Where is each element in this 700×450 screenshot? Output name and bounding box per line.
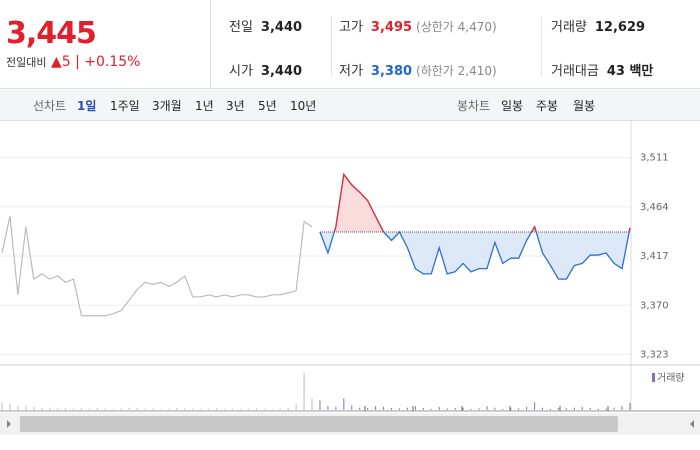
stat: 전일 3,440 bbox=[229, 16, 302, 35]
stat: 고가 3,495 (상한가 4,470) bbox=[339, 16, 497, 35]
separator bbox=[331, 16, 333, 76]
stat-label: 거래대금 bbox=[551, 64, 599, 79]
stat: 거래량 12,629 bbox=[551, 16, 645, 35]
legend-label: 거래량 bbox=[657, 372, 685, 384]
stat-value: 3,380 bbox=[370, 64, 413, 79]
stat: 거래대금 43 백만 bbox=[551, 60, 653, 79]
stat-label: 저가 bbox=[339, 64, 363, 79]
scroll-left[interactable] bbox=[7, 420, 11, 428]
stat-value: 3,495 bbox=[370, 20, 413, 35]
change-label: 전일대비 bbox=[6, 56, 47, 69]
change: 전일대비 ▲5 | +0.15% bbox=[6, 54, 141, 70]
y-tick-label: 3,417 bbox=[640, 251, 669, 262]
y-tick-label: 3,511 bbox=[640, 153, 669, 164]
tab[interactable]: 1일 bbox=[77, 99, 97, 113]
tab[interactable]: 3개월 bbox=[152, 99, 182, 113]
legend-swatch bbox=[652, 373, 655, 382]
header: 3,445 전일대비 ▲5 | +0.15% 전일 3,440 고가 3,495 (상한… bbox=[0, 0, 700, 89]
stat-value: 12,629 bbox=[594, 20, 646, 35]
line-up bbox=[319, 172, 631, 233]
chart-bg bbox=[0, 121, 700, 450]
price: 3,445 bbox=[6, 16, 97, 51]
tab[interactable]: 5년 bbox=[258, 99, 277, 113]
stat-note: (상한가 4,470) bbox=[416, 20, 497, 34]
tab[interactable]: 3년 bbox=[226, 99, 245, 113]
stat-note: (하한가 2,410) bbox=[416, 64, 497, 78]
scrollbar-thumb[interactable] bbox=[20, 416, 618, 432]
area-up bbox=[319, 174, 630, 233]
stat-value: 3,440 bbox=[260, 20, 303, 35]
tab[interactable]: 10년 bbox=[290, 99, 317, 113]
tab[interactable]: 월봉 bbox=[573, 99, 596, 113]
stat: 시가 3,440 bbox=[229, 60, 302, 79]
tab-group-label: 봉차트 bbox=[457, 99, 491, 113]
y-tick-label: 3,323 bbox=[640, 350, 669, 361]
stat-label: 전일 bbox=[229, 20, 253, 35]
stat: 저가 3,380 (하한가 2,410) bbox=[339, 60, 497, 79]
tabs: 선차트 1일 1주일 3개월 1년 3년 5년 10년 봉차트 일봉 주봉 월봉 bbox=[0, 90, 700, 121]
stats: 전일 3,440 고가 3,495 (상한가 4,470) 거래량 12,629 시가 3,44… bbox=[210, 0, 700, 88]
chart: 3,511 3,464 3,417 3,370 3,323 거래량 bbox=[0, 121, 700, 450]
y-tick-label: 3,464 bbox=[640, 202, 669, 213]
tab[interactable]: 주봉 bbox=[536, 99, 559, 113]
separator bbox=[541, 16, 543, 76]
stat-label: 시가 bbox=[229, 64, 253, 79]
stat-value: 43 백만 bbox=[606, 64, 654, 79]
tab-group-label: 선차트 bbox=[33, 99, 67, 113]
stat-label: 고가 bbox=[339, 20, 363, 35]
y-tick-label: 3,370 bbox=[640, 300, 669, 311]
stat-value: 3,440 bbox=[260, 64, 303, 79]
change-value: ▲5 bbox=[50, 54, 71, 70]
line bbox=[1, 216, 313, 317]
tab[interactable]: 1주일 bbox=[110, 99, 140, 113]
tab[interactable]: 1년 bbox=[195, 99, 214, 113]
scroll-right[interactable] bbox=[690, 420, 694, 428]
tab[interactable]: 일봉 bbox=[501, 99, 524, 113]
change-pct: +0.15% bbox=[84, 54, 141, 70]
stat-label: 거래량 bbox=[551, 20, 587, 35]
